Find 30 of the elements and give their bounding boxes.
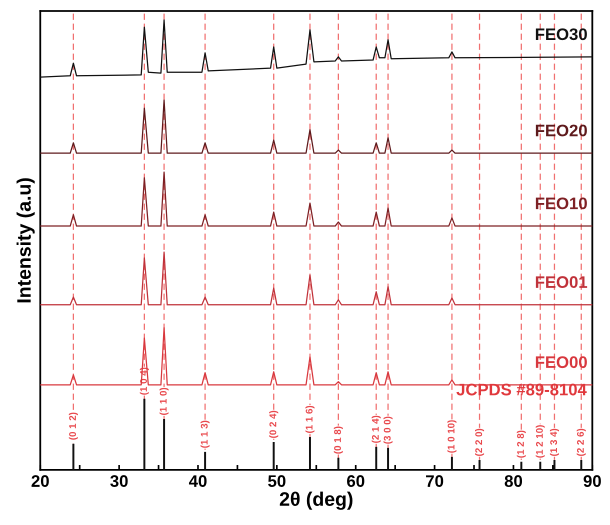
- annotation: (2 2 0): [475, 428, 484, 456]
- annotation: (0 1 8): [334, 426, 343, 454]
- series-label: FEO30: [536, 28, 587, 40]
- annotation: (1 3 4): [550, 428, 559, 456]
- annotation: (1 1 0): [160, 388, 169, 415]
- annotation: (2 1 4): [372, 416, 381, 443]
- annotation: (1 1 6): [305, 406, 315, 433]
- series-label: FEO01: [536, 276, 588, 288]
- annotation: (2 2 6): [576, 428, 586, 456]
- x-tick-label: 60: [347, 475, 364, 487]
- series-label: FEO00: [536, 356, 587, 368]
- annotation: (1 1 3): [200, 420, 210, 448]
- series-label: FEO10: [536, 197, 587, 210]
- annotation: (1 2 8): [516, 430, 526, 458]
- annotation: (0 1 2): [68, 412, 78, 440]
- series-label: FEO20: [536, 124, 587, 136]
- annotation: (3 0 0): [384, 416, 393, 444]
- x-tick-label: 30: [110, 475, 128, 487]
- y-axis-title: Intensity (a.u): [16, 178, 35, 302]
- x-tick-label: 50: [268, 475, 286, 487]
- x-tick-label: 40: [188, 475, 207, 487]
- x-tick-label: 20: [32, 475, 49, 487]
- x-tick-label: 80: [504, 475, 522, 487]
- annotation: JCPDS #89-8104: [456, 384, 587, 396]
- annotation: (1 2 10): [536, 425, 545, 458]
- annotation: (0 2 4): [269, 410, 278, 438]
- annotation: (1 0 10): [447, 420, 456, 453]
- x-tick-label: 90: [584, 475, 601, 487]
- x-axis-title: 2θ (deg): [280, 492, 352, 510]
- x-tick-label: 70: [426, 475, 444, 487]
